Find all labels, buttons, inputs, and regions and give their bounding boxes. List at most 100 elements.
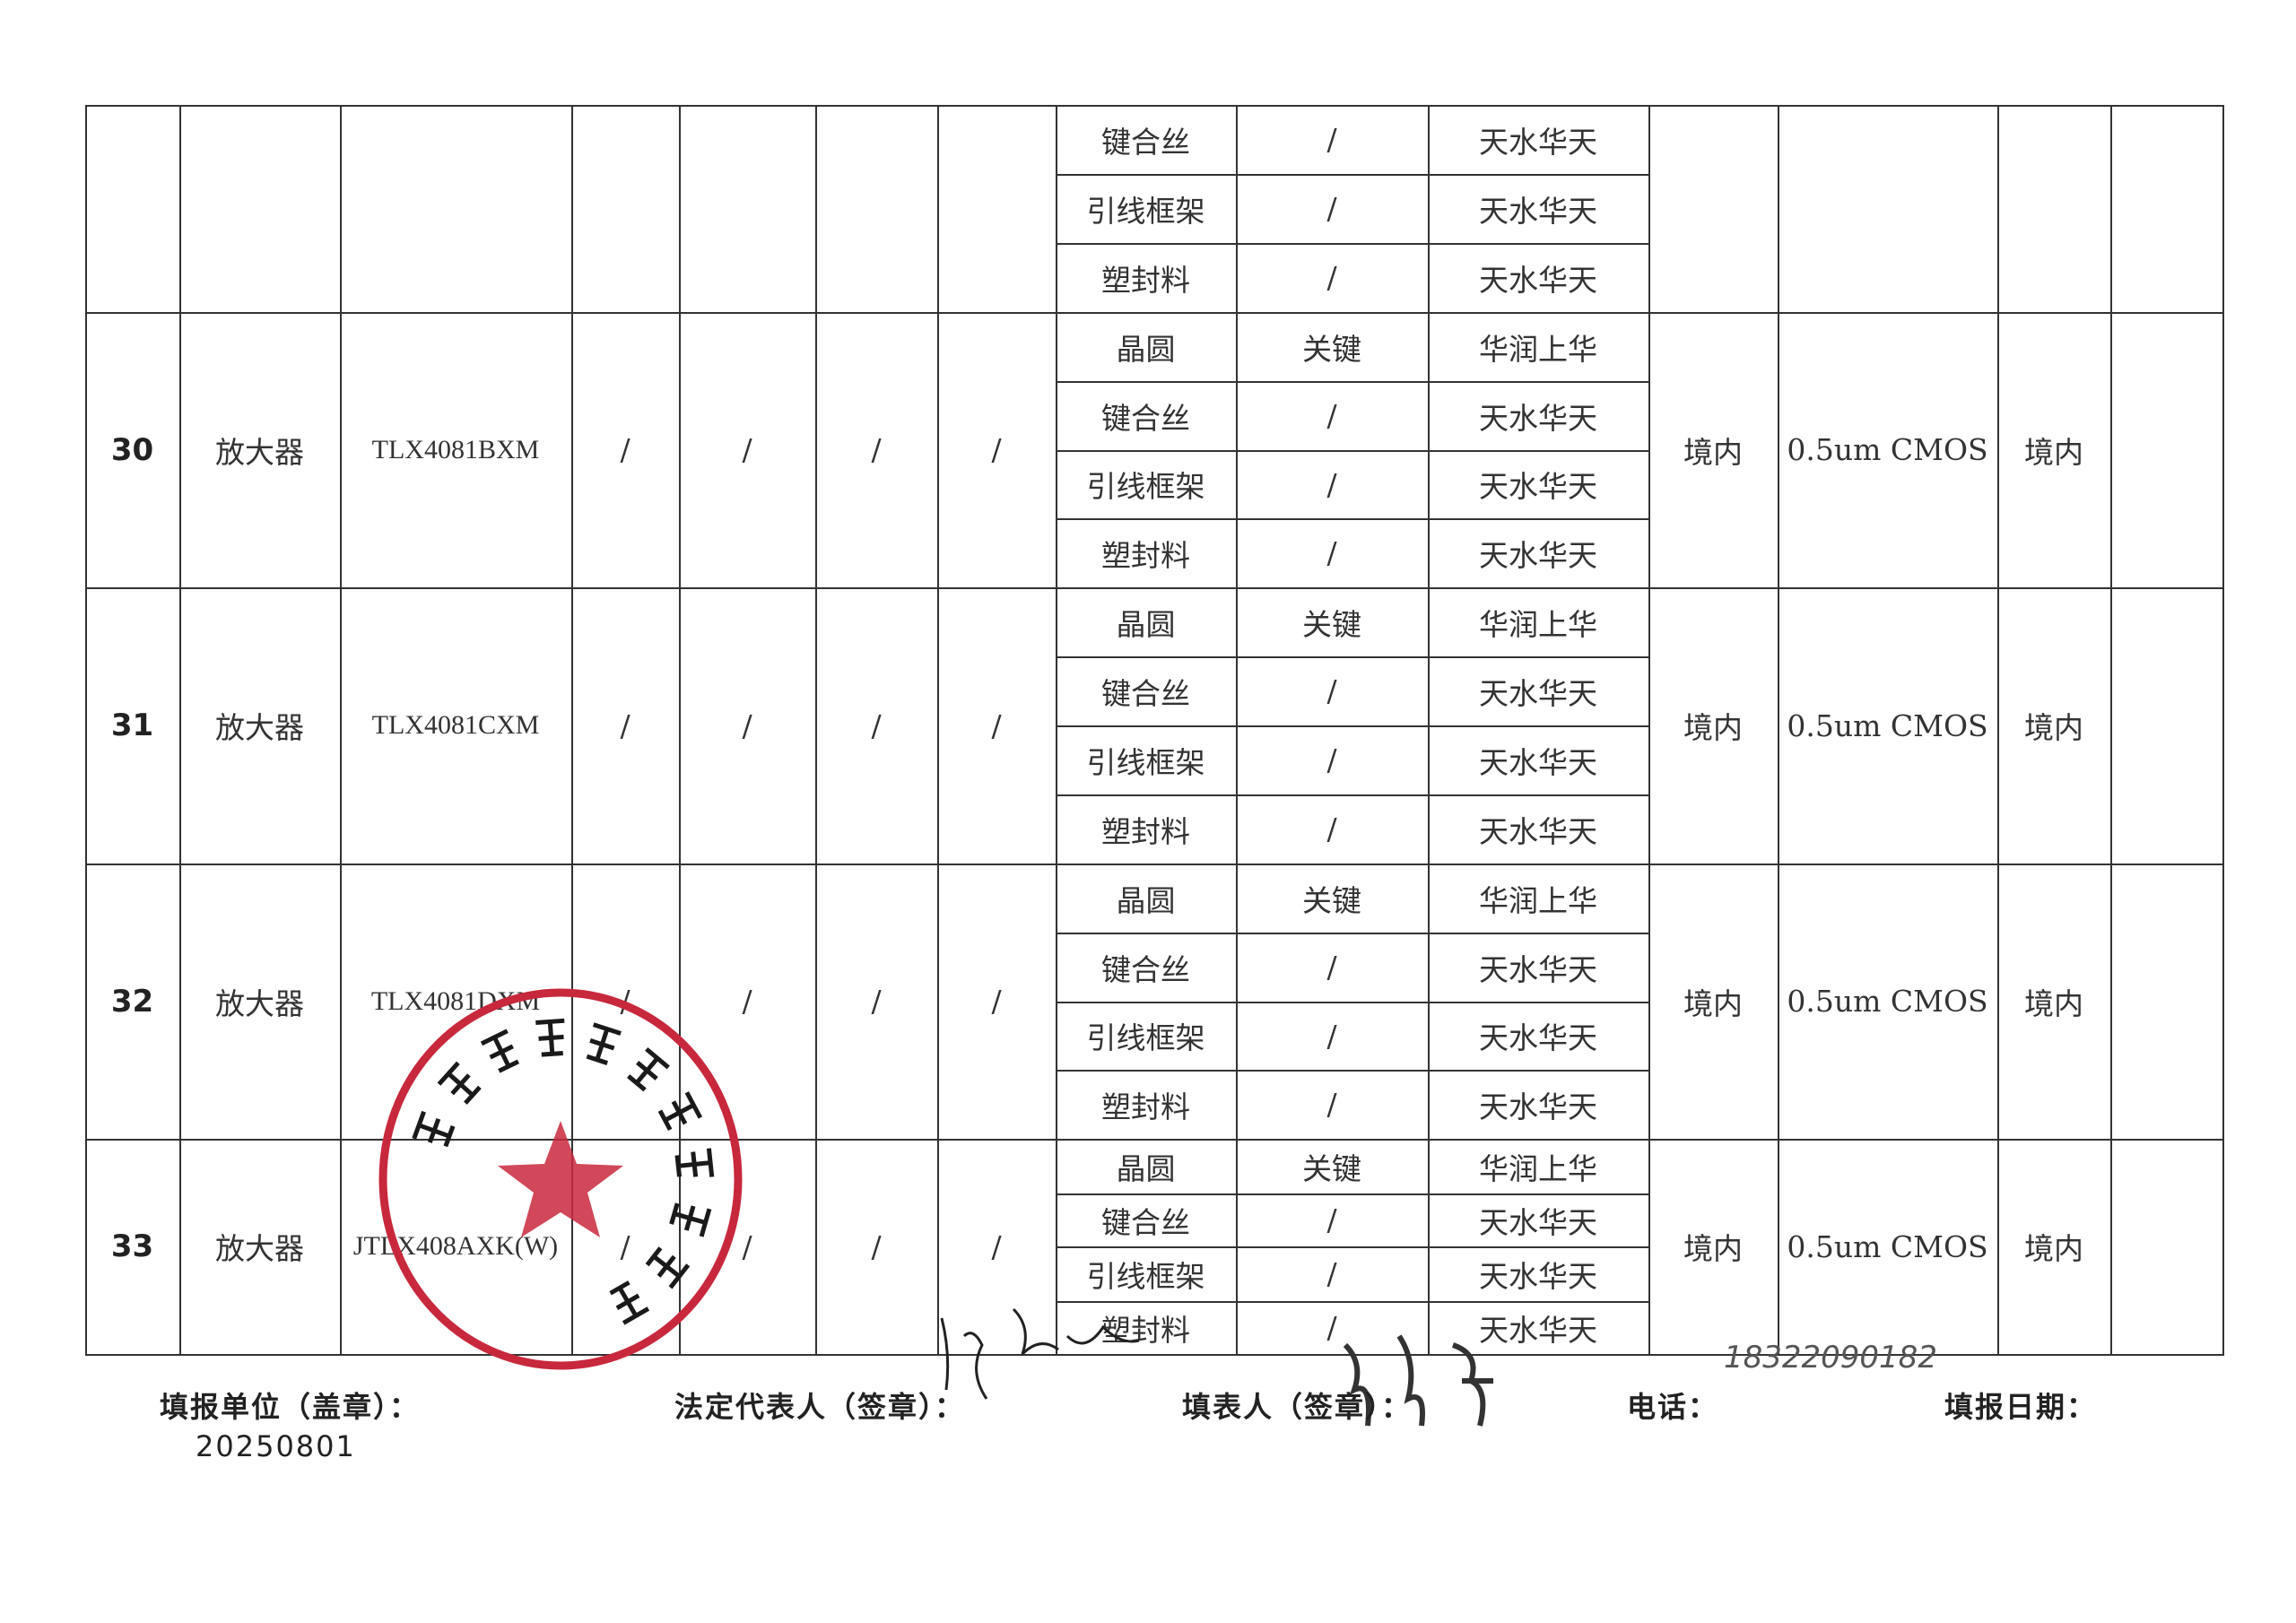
column-divider	[179, 105, 181, 1356]
product-name: 放大器	[215, 434, 304, 470]
column-divider	[1428, 105, 1430, 1356]
supplier-cell: 天水华天	[1479, 469, 1597, 504]
key-cell: /	[1326, 1202, 1337, 1237]
supplier-cell: 天水华天	[1479, 262, 1597, 298]
row-divider	[1056, 174, 1650, 176]
key-cell: 关键	[1302, 331, 1361, 367]
row-divider	[85, 864, 2224, 865]
slash-cell: /	[742, 432, 752, 467]
row-divider	[1056, 518, 1650, 520]
row-divider	[1056, 450, 1650, 452]
key-cell: 关键	[1302, 606, 1361, 642]
row-divider	[85, 587, 2224, 589]
row-divider	[1056, 381, 1650, 383]
key-cell: /	[1326, 122, 1337, 157]
supplier-cell: 天水华天	[1479, 1089, 1597, 1124]
material-cell: 引线框架	[1086, 1020, 1205, 1055]
phone-handwritten: 18322090182	[1724, 1340, 1937, 1376]
phone-label: 电话：	[1627, 1390, 1719, 1424]
supplier-cell: 天水华天	[1479, 675, 1597, 711]
supplier-cell: 天水华天	[1479, 400, 1597, 436]
key-cell: /	[1326, 1087, 1337, 1122]
slash-cell: /	[742, 984, 752, 1019]
material-cell: 塑封料	[1101, 1089, 1190, 1124]
material-cell: 晶圆	[1116, 606, 1176, 642]
row-number: 33	[110, 1228, 154, 1264]
supplier-cell: 天水华天	[1479, 1312, 1597, 1348]
slash-cell: /	[991, 984, 1002, 1019]
row-divider	[1056, 794, 1650, 796]
row-divider	[1056, 725, 1650, 727]
key-cell: /	[1326, 742, 1337, 777]
key-cell: /	[1326, 1310, 1337, 1345]
column-divider	[1778, 105, 1779, 1356]
slash-cell: /	[742, 707, 752, 743]
supplier-cell: 天水华天	[1479, 813, 1597, 849]
material-cell: 塑封料	[1101, 537, 1190, 573]
supplier-cell: 天水华天	[1479, 951, 1597, 987]
material-cell: 键合丝	[1101, 1204, 1190, 1240]
process-cell: 0.5um CMOS	[1787, 432, 1988, 467]
filler-signature	[1343, 1334, 1493, 1427]
key-cell: /	[1326, 1256, 1337, 1291]
row-number: 32	[110, 983, 154, 1020]
slash-cell: /	[620, 1228, 631, 1264]
slash-cell: /	[620, 432, 631, 467]
unit-date: 20250801	[196, 1429, 356, 1463]
key-cell: /	[1326, 1018, 1337, 1054]
date-label: 填报日期：	[1944, 1390, 2098, 1424]
location-cell: 境内	[2024, 710, 2083, 745]
material-cell: 键合丝	[1101, 124, 1190, 160]
location-cell: 境内	[2024, 434, 2083, 470]
material-cell: 引线框架	[1086, 744, 1205, 780]
key-cell: /	[1326, 466, 1337, 502]
key-cell: 关键	[1302, 882, 1361, 918]
supplier-cell: 天水华天	[1479, 193, 1597, 229]
origin-cell: 境内	[1683, 710, 1743, 745]
material-cell: 引线框架	[1086, 193, 1205, 229]
row-divider	[85, 105, 2224, 107]
row-divider	[85, 1139, 2224, 1141]
column-divider	[1997, 105, 1999, 1356]
slash-cell: /	[742, 1228, 752, 1264]
process-cell: 0.5um CMOS	[1787, 1228, 1988, 1264]
row-divider	[1056, 243, 1650, 245]
supplier-cell: 天水华天	[1479, 537, 1597, 573]
unit-label: 填报单位（盖章）：	[160, 1390, 421, 1424]
supplier-cell: 天水华天	[1479, 744, 1597, 780]
column-divider	[2222, 105, 2224, 1356]
origin-cell: 境内	[1683, 1231, 1743, 1266]
row-divider	[1056, 1301, 1650, 1303]
key-cell: /	[1326, 950, 1337, 985]
row-number: 30	[110, 431, 154, 468]
company-seal	[378, 988, 743, 1370]
filler-label: 填表人（签章）：	[1182, 1390, 1413, 1424]
supplier-cell: 华润上华	[1479, 1150, 1597, 1186]
key-cell: /	[1326, 398, 1337, 433]
slash-cell: /	[871, 707, 882, 743]
supplier-cell: 天水华天	[1479, 124, 1597, 160]
slash-cell: /	[991, 432, 1002, 467]
row-divider	[1056, 1002, 1650, 1003]
slash-cell: /	[871, 432, 882, 467]
column-divider	[679, 105, 681, 1356]
material-cell: 晶圆	[1116, 331, 1176, 367]
supplier-cell: 华润上华	[1479, 882, 1597, 918]
material-cell: 键合丝	[1101, 400, 1190, 436]
key-cell: 关键	[1302, 1150, 1361, 1186]
product-name: 放大器	[215, 985, 304, 1021]
material-cell: 塑封料	[1101, 1312, 1190, 1348]
row-divider	[1056, 656, 1650, 658]
product-name: 放大器	[215, 710, 304, 745]
row-divider	[1056, 933, 1650, 934]
seal-star-icon	[498, 1121, 623, 1237]
material-cell: 塑封料	[1101, 262, 1190, 298]
key-cell: /	[1326, 535, 1337, 570]
slash-cell: /	[991, 1228, 1002, 1264]
row-divider	[1056, 1070, 1650, 1072]
location-cell: 境内	[2024, 985, 2083, 1021]
material-cell: 晶圆	[1116, 882, 1176, 918]
material-cell: 引线框架	[1086, 469, 1205, 504]
supplier-cell: 天水华天	[1479, 1020, 1597, 1055]
key-cell: /	[1326, 673, 1337, 708]
